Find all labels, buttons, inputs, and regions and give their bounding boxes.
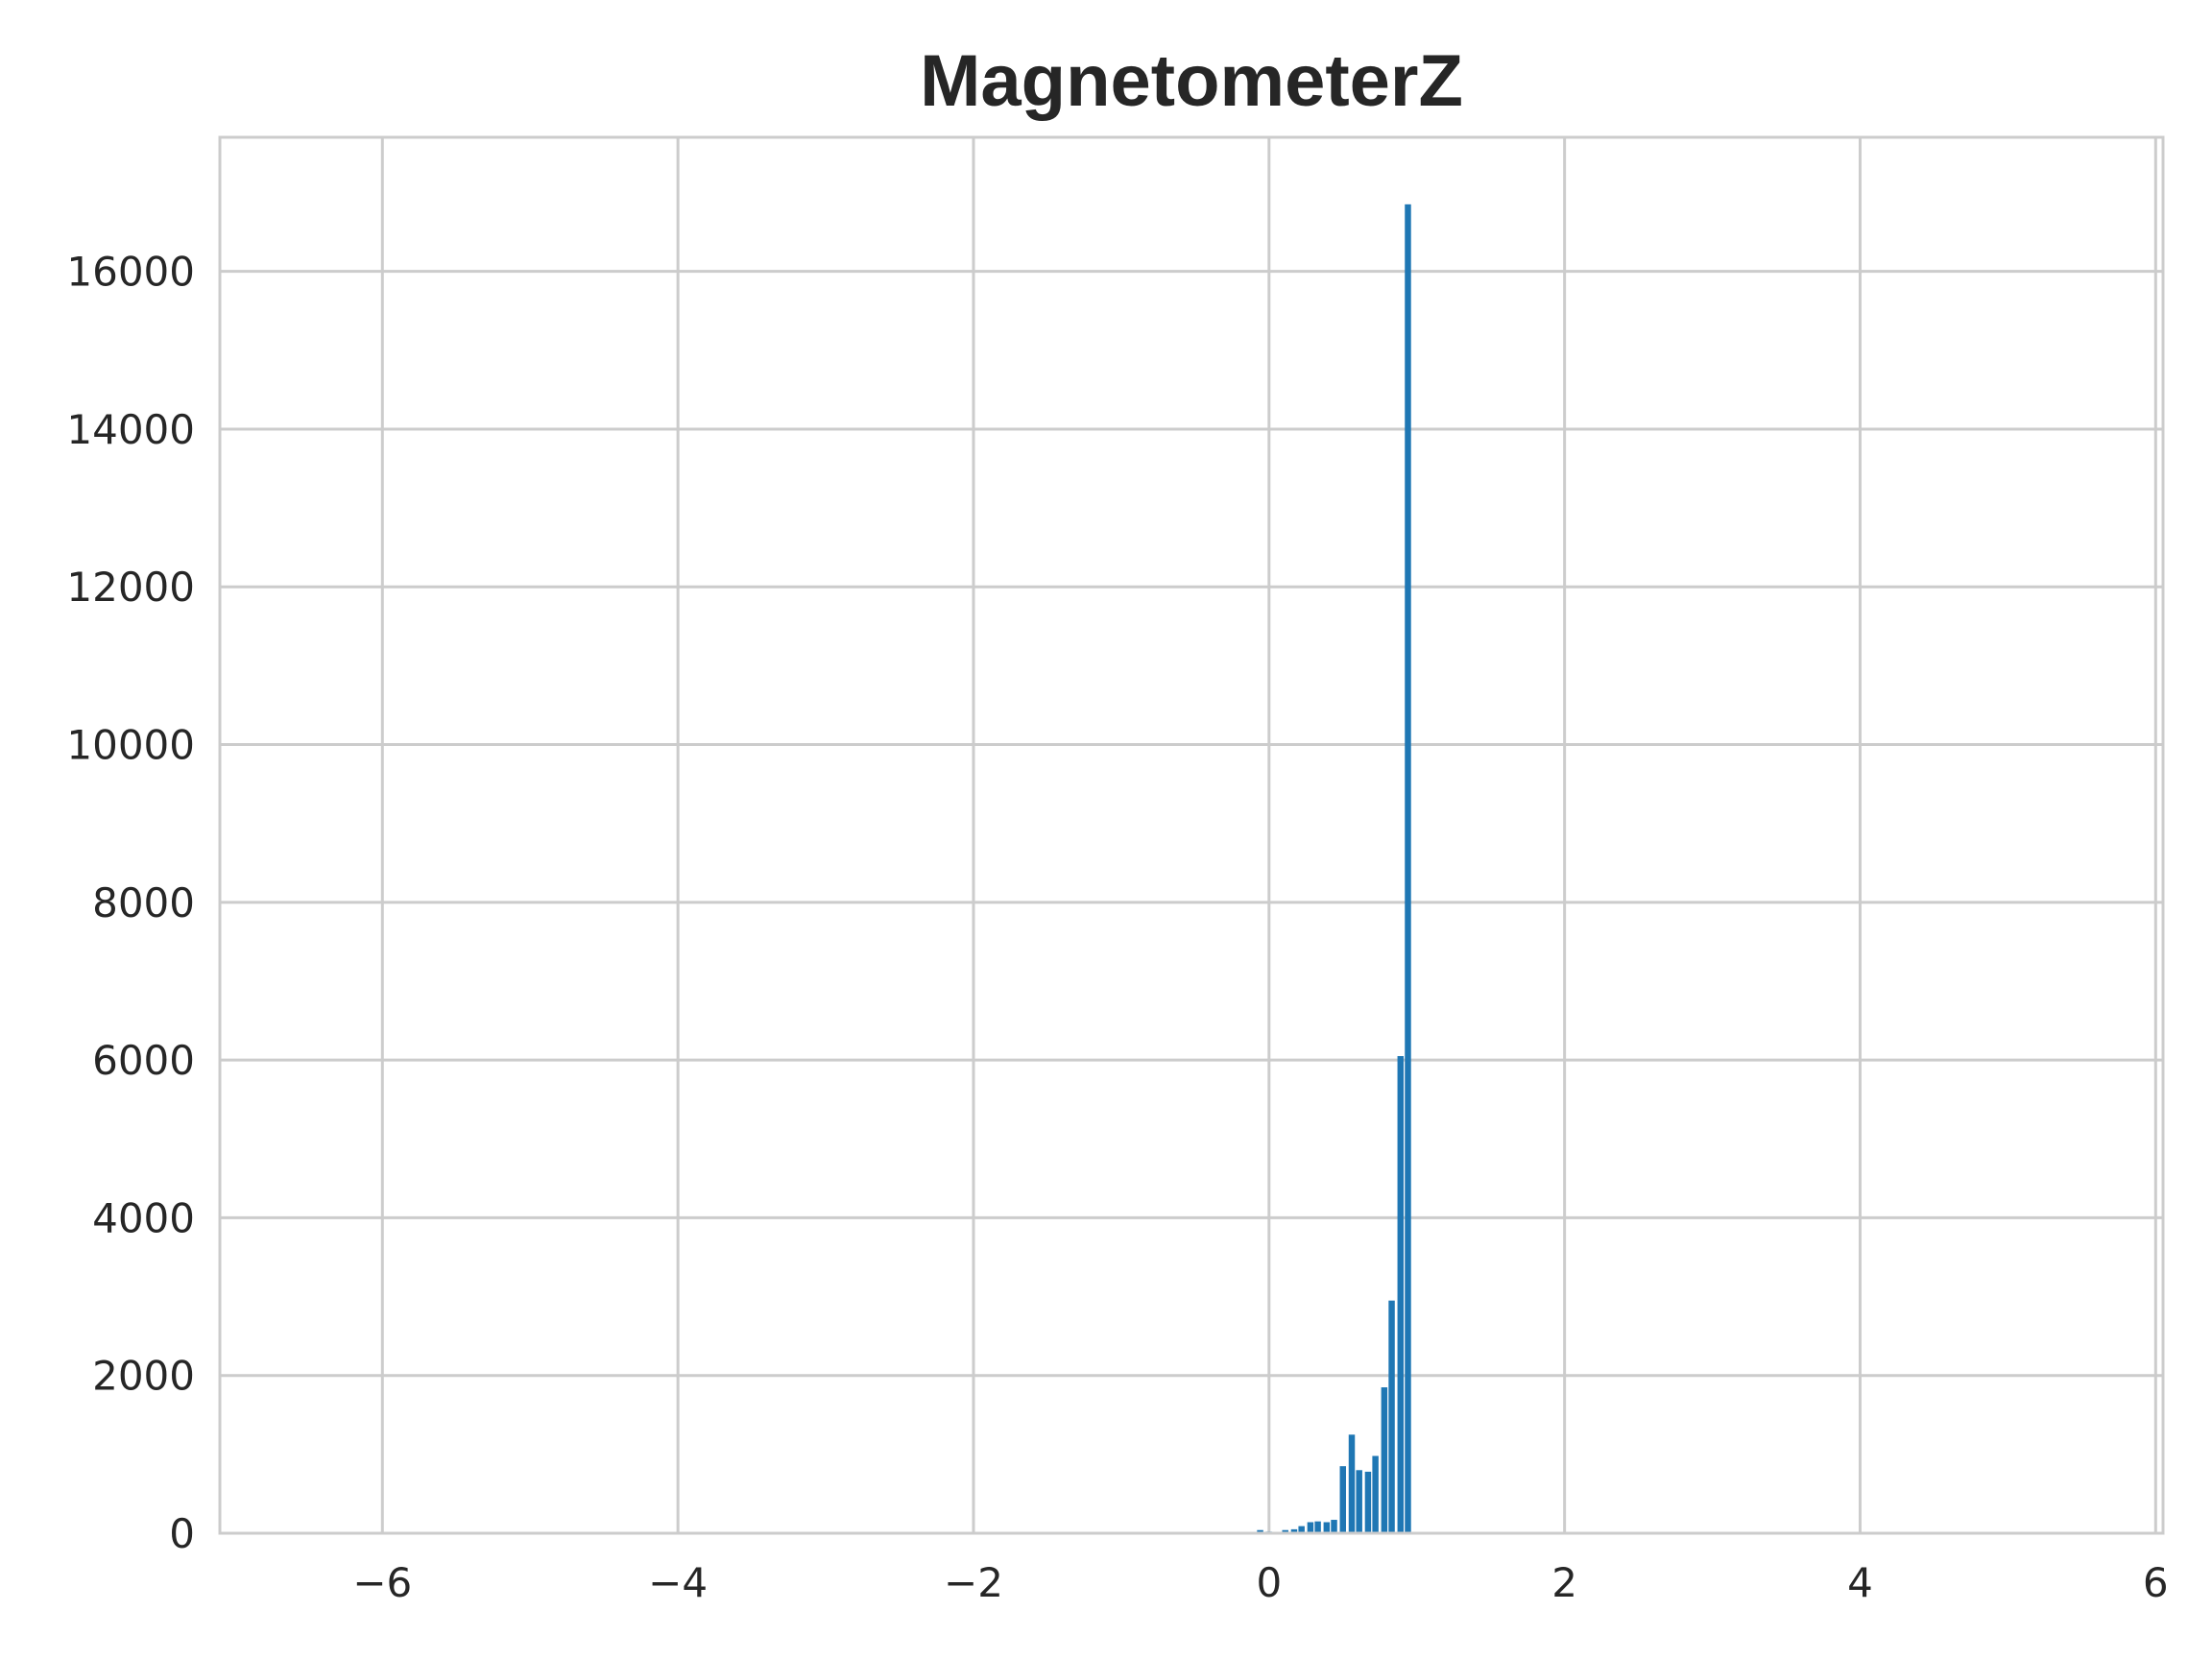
- histogram-bar: [1314, 1521, 1321, 1533]
- bars: [1257, 204, 1411, 1534]
- x-tick-label: 6: [2143, 1559, 2169, 1606]
- histogram-bar: [1290, 1528, 1298, 1533]
- chart-title: MagnetometerZ: [920, 40, 1463, 122]
- histogram-bar: [1307, 1522, 1314, 1533]
- x-tick-label: −4: [648, 1559, 708, 1606]
- histogram-bar: [1388, 1300, 1395, 1533]
- histogram-bar: [1356, 1470, 1362, 1533]
- histogram-bar: [1339, 1466, 1346, 1533]
- x-tick-label: 2: [1551, 1559, 1577, 1606]
- histogram-bar: [1381, 1387, 1388, 1533]
- histogram-bar: [1298, 1526, 1305, 1533]
- histogram-bar: [1331, 1520, 1337, 1533]
- histogram-bar: [1323, 1522, 1331, 1533]
- histogram-bar: [1405, 204, 1411, 1534]
- y-tick-label: 0: [169, 1510, 195, 1557]
- x-tick-label: 4: [1847, 1559, 1873, 1606]
- x-tick-label: −2: [944, 1559, 1003, 1606]
- histogram-bar: [1257, 1529, 1263, 1533]
- y-tick-label: 12000: [66, 564, 195, 611]
- x-axis-ticks: −6 −4 −2 0 2 4 6: [352, 1559, 2168, 1606]
- y-tick-label: 6000: [92, 1037, 195, 1084]
- histogram-bar: [1348, 1434, 1356, 1533]
- histogram-bar: [1364, 1471, 1372, 1533]
- y-tick-label: 8000: [92, 879, 195, 926]
- y-tick-label: 10000: [66, 722, 195, 769]
- y-tick-label: 2000: [92, 1353, 195, 1400]
- y-axis-ticks: 0 2000 4000 6000 8000 10000 12000 14000 16000: [66, 249, 195, 1557]
- y-tick-label: 16000: [66, 249, 195, 296]
- histogram-bar: [1372, 1455, 1379, 1533]
- y-tick-label: 14000: [66, 406, 195, 453]
- x-tick-label: −6: [352, 1559, 412, 1606]
- plot-frame: [218, 135, 2165, 1535]
- x-tick-label: 0: [1256, 1559, 1282, 1606]
- grid: [220, 137, 2163, 1535]
- y-tick-label: 4000: [92, 1194, 195, 1241]
- histogram-bar: [1282, 1529, 1288, 1533]
- histogram-bar: [1397, 1056, 1405, 1533]
